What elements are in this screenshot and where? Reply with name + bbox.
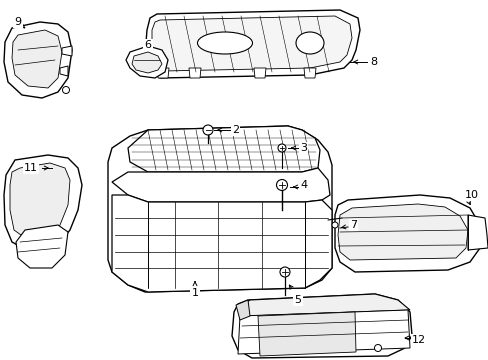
Polygon shape: [238, 294, 409, 316]
Text: 8: 8: [369, 57, 376, 67]
Polygon shape: [112, 195, 331, 292]
Polygon shape: [337, 204, 467, 260]
Text: 4: 4: [299, 180, 306, 190]
Polygon shape: [62, 46, 72, 56]
Polygon shape: [236, 300, 249, 320]
Polygon shape: [4, 22, 72, 98]
Polygon shape: [152, 16, 351, 71]
Polygon shape: [4, 155, 82, 252]
Text: 11: 11: [24, 163, 38, 173]
Polygon shape: [304, 68, 315, 78]
Polygon shape: [157, 68, 169, 78]
Text: 12: 12: [411, 335, 425, 345]
Ellipse shape: [295, 32, 324, 54]
Polygon shape: [253, 68, 265, 78]
Ellipse shape: [197, 32, 252, 54]
Text: 6: 6: [144, 40, 151, 50]
Polygon shape: [189, 68, 201, 78]
Circle shape: [278, 144, 285, 152]
Circle shape: [276, 180, 287, 190]
Polygon shape: [10, 163, 70, 240]
Polygon shape: [60, 66, 68, 76]
Text: 1: 1: [191, 288, 198, 298]
Text: 3: 3: [299, 143, 306, 153]
Polygon shape: [145, 10, 359, 78]
Circle shape: [203, 125, 213, 135]
Circle shape: [331, 222, 337, 228]
Circle shape: [62, 86, 69, 94]
Polygon shape: [231, 294, 411, 358]
Text: 2: 2: [231, 125, 239, 135]
Polygon shape: [12, 30, 62, 88]
Text: 5: 5: [294, 295, 301, 305]
Polygon shape: [112, 168, 329, 202]
Text: 10: 10: [464, 190, 478, 200]
Polygon shape: [16, 225, 68, 268]
Text: 7: 7: [349, 220, 356, 230]
Circle shape: [280, 267, 289, 277]
Polygon shape: [334, 195, 479, 272]
Polygon shape: [238, 310, 409, 354]
Polygon shape: [128, 126, 319, 172]
Polygon shape: [467, 215, 487, 250]
Polygon shape: [126, 46, 168, 78]
Polygon shape: [132, 52, 162, 73]
Text: 9: 9: [15, 17, 21, 27]
Circle shape: [374, 345, 381, 351]
Polygon shape: [108, 126, 331, 292]
Polygon shape: [258, 312, 355, 356]
